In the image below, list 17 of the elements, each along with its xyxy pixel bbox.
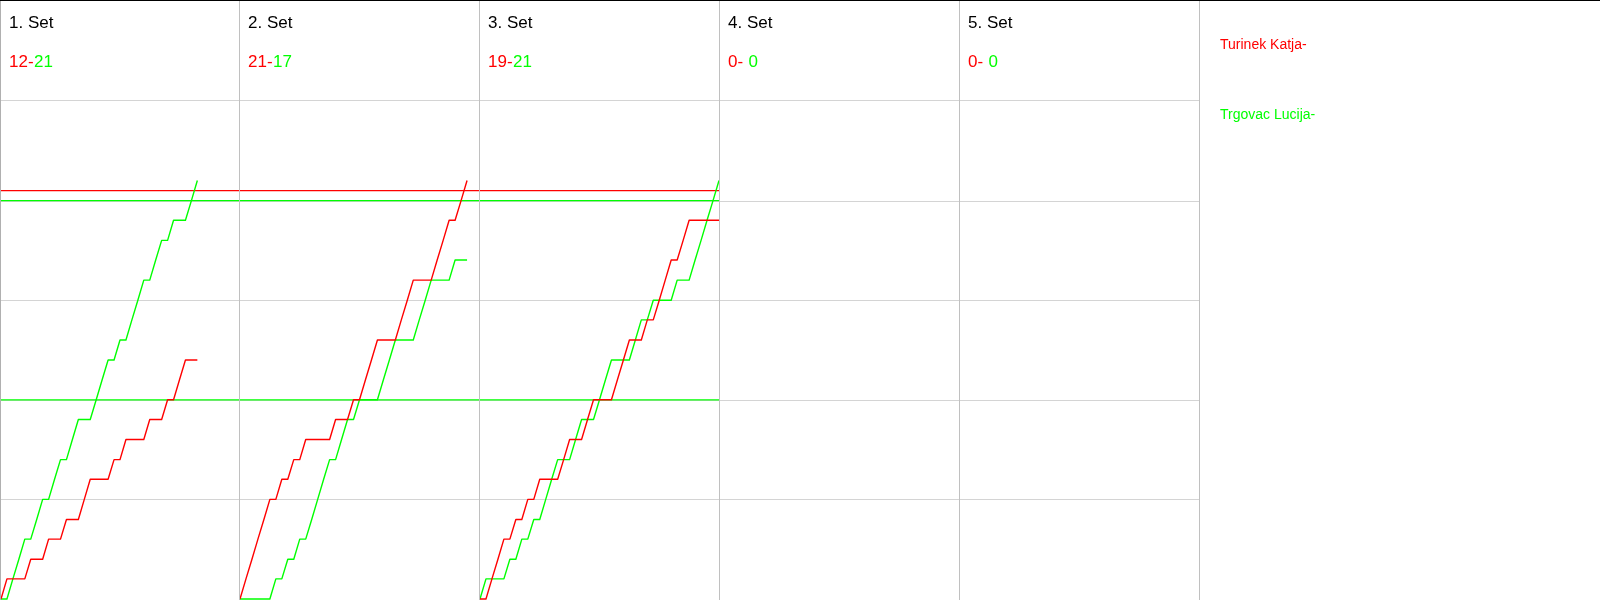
text: 0 — [747, 52, 759, 72]
text: 21 — [512, 52, 533, 72]
text: 21 — [33, 52, 54, 72]
text: 0 — [987, 52, 999, 72]
text: 12- — [9, 52, 34, 72]
text: 17 — [272, 52, 293, 72]
text: 0- — [728, 52, 744, 72]
chart-title: 3. Set — [488, 13, 533, 33]
legend-label: Trgovac Lucija- — [1220, 105, 1316, 123]
chart-title: 1. Set — [9, 13, 54, 33]
text: 0- — [968, 52, 984, 72]
chart-title: 2. Set — [248, 13, 293, 33]
text: 19- — [488, 52, 513, 72]
text: 21- — [248, 52, 273, 72]
legend-label: Turinek Katja- — [1220, 35, 1308, 53]
text: 4. Set — [728, 13, 773, 33]
text: 5. Set — [968, 13, 1013, 33]
